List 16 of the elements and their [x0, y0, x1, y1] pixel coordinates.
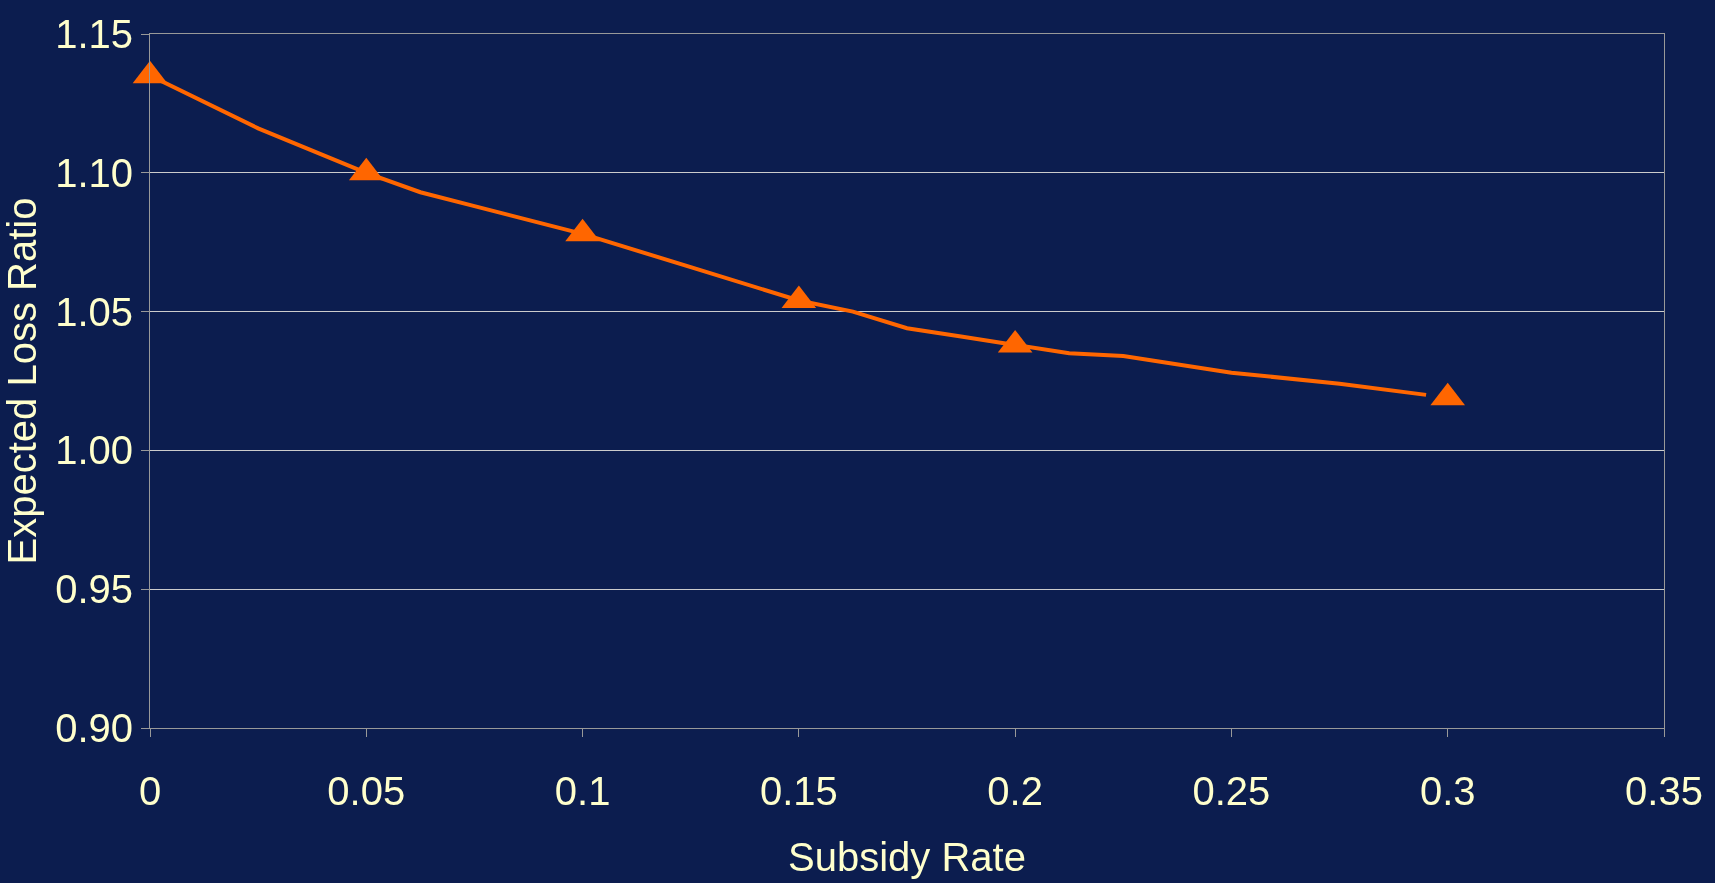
y-tick-label: 1.10: [55, 150, 133, 195]
x-tick-label: 0.1: [554, 769, 611, 813]
y-axis-title: Expected Loss Ratio: [0, 197, 44, 565]
y-tick-label: 1.00: [55, 428, 133, 473]
x-tick-label: 0.05: [327, 769, 406, 813]
x-tick-label: 0.3: [1419, 769, 1476, 813]
x-tick-label: 0.15: [759, 769, 838, 813]
y-tick-label: 1.05: [55, 289, 133, 334]
x-tick-label: 0.35: [1625, 769, 1703, 813]
x-tick-label: 0: [138, 769, 162, 813]
y-tick-label: 0.90: [55, 706, 133, 750]
x-tick-label: 0.25: [1192, 769, 1271, 813]
y-tick-label: 0.95: [55, 567, 133, 612]
x-tick-label: 0.2: [987, 769, 1043, 813]
x-axis-title: Subsidy Rate: [788, 834, 1026, 879]
y-tick-label: 1.15: [55, 12, 133, 56]
